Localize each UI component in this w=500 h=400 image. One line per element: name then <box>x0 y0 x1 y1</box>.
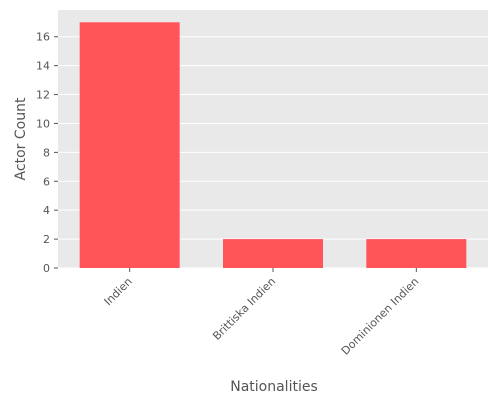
y-tick-label: 12 <box>36 89 50 102</box>
y-tick-label: 10 <box>36 117 50 130</box>
y-tick-label: 14 <box>36 60 50 73</box>
bar <box>223 239 323 268</box>
y-tick-label: 16 <box>36 31 50 44</box>
bars <box>79 22 467 268</box>
y-axis-ticks: 0 2 4 6 8 10 12 14 16 <box>36 31 58 275</box>
x-tick-label: Brittiska Indien <box>210 275 278 343</box>
bar <box>79 22 180 268</box>
y-tick-label: 6 <box>43 175 50 188</box>
y-tick-label: 0 <box>43 262 50 275</box>
bar <box>366 239 467 268</box>
x-axis-ticks: Indien Brittiska Indien Dominionen Indien <box>102 268 422 358</box>
y-tick-label: 4 <box>43 204 50 217</box>
x-tick-label: Indien <box>102 275 135 308</box>
x-tick-label: Dominionen Indien <box>339 275 422 358</box>
x-axis-title: Nationalities <box>230 379 318 395</box>
y-axis-title: Actor Count <box>13 97 29 180</box>
y-tick-label: 2 <box>43 233 50 246</box>
y-tick-label: 8 <box>43 146 50 159</box>
